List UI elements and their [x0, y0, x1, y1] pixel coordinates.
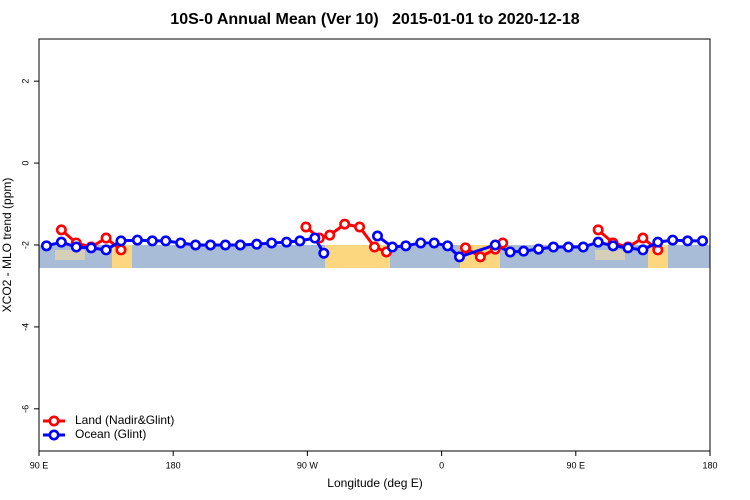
- data-point: [251, 238, 263, 250]
- data-point: [533, 243, 545, 255]
- data-point: [652, 236, 664, 248]
- data-point: [489, 239, 501, 251]
- data-point: [160, 235, 172, 247]
- x-tick-label: 180: [166, 460, 181, 470]
- data-point: [40, 240, 52, 252]
- data-point: [562, 241, 574, 253]
- data-point: [667, 234, 679, 246]
- data-point: [622, 242, 634, 254]
- data-point: [354, 221, 366, 233]
- data-point: [115, 244, 127, 256]
- x-axis-label: Longitude (deg E): [327, 476, 422, 490]
- data-point: [55, 224, 67, 236]
- data-point: [607, 240, 619, 252]
- legend-label: Ocean (Glint): [75, 427, 146, 441]
- data-point: [592, 236, 604, 248]
- data-point: [459, 242, 471, 254]
- data-point: [234, 239, 246, 251]
- data-point: [55, 236, 67, 248]
- y-tick-label: -6: [20, 405, 30, 413]
- data-point: [204, 239, 216, 251]
- land-patch: [55, 250, 85, 260]
- data-point: [415, 237, 427, 249]
- x-tick-label: 90 W: [297, 460, 319, 470]
- y-tick-label: -2: [20, 241, 30, 249]
- data-point: [175, 237, 187, 249]
- data-point: [518, 245, 530, 257]
- data-point: [637, 244, 649, 256]
- data-point: [100, 244, 112, 256]
- data-point: [474, 251, 486, 263]
- legend-marker: [48, 415, 60, 427]
- data-point: [339, 218, 351, 230]
- data-point: [85, 242, 97, 254]
- x-tick-label: 0: [439, 460, 444, 470]
- data-point: [324, 229, 336, 241]
- data-point: [368, 241, 380, 253]
- data-point: [371, 230, 383, 242]
- data-point: [100, 232, 112, 244]
- data-point: [428, 237, 440, 249]
- land-patch: [595, 250, 625, 260]
- data-point: [190, 239, 202, 251]
- data-point: [697, 235, 709, 247]
- data-point: [266, 237, 278, 249]
- data-point: [131, 234, 143, 246]
- x-tick-label: 90 E: [30, 460, 49, 470]
- data-point: [637, 232, 649, 244]
- data-point: [504, 246, 516, 258]
- data-point: [70, 241, 82, 253]
- data-point: [281, 236, 293, 248]
- legend-marker: [48, 429, 60, 441]
- legend-label: Land (Nadir&Glint): [75, 413, 174, 427]
- data-point: [146, 235, 158, 247]
- data-point: [453, 251, 465, 263]
- data-point: [318, 247, 330, 259]
- y-tick-label: -4: [20, 323, 30, 331]
- x-tick-label: 180: [702, 460, 717, 470]
- data-point: [577, 241, 589, 253]
- data-point: [592, 224, 604, 236]
- data-point: [400, 240, 412, 252]
- data-point: [300, 221, 312, 233]
- data-point: [115, 235, 127, 247]
- data-point: [682, 235, 694, 247]
- data-point: [442, 240, 454, 252]
- data-point: [547, 241, 559, 253]
- data-point: [386, 241, 398, 253]
- y-axis-label: XCO2 - MLO trend (ppm): [0, 178, 14, 313]
- data-point: [219, 239, 231, 251]
- legend: Land (Nadir&Glint)Ocean (Glint): [43, 413, 174, 441]
- data-point: [294, 235, 306, 247]
- x-tick-label: 90 E: [567, 460, 586, 470]
- chart-title: 10S-0 Annual Mean (Ver 10) 2015-01-01 to…: [170, 11, 579, 28]
- y-tick-label: 2: [20, 79, 30, 84]
- y-tick-label: 0: [20, 161, 30, 166]
- data-point: [309, 232, 321, 244]
